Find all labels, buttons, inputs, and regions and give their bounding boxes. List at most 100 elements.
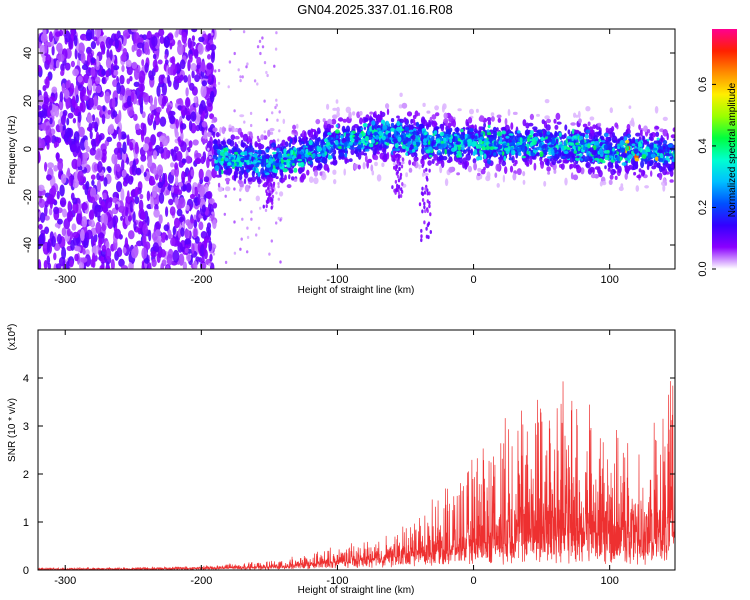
spectrogram-cell — [530, 152, 536, 157]
spectrogram-cell — [185, 155, 192, 164]
spectrogram-cell — [609, 131, 614, 138]
spectrogram-cell — [259, 206, 262, 210]
spectrogram-cell — [393, 158, 396, 163]
spectrogram-cell — [159, 35, 165, 44]
spectrogram-cell — [121, 159, 125, 172]
spectrogram-cell — [274, 47, 278, 51]
spectrogram-cell — [291, 176, 295, 181]
spectrogram-cell — [643, 125, 648, 133]
spectrogram-cell — [125, 89, 132, 97]
spectrogram-cell — [86, 126, 93, 132]
spectrogram-cell — [248, 152, 254, 155]
spectrogram-cell — [130, 91, 135, 103]
spectrogram-cell — [112, 110, 118, 118]
spectrogram-cell — [288, 142, 292, 148]
spectrogram-cell — [650, 153, 656, 158]
spectrogram-cell — [465, 153, 472, 161]
spectrogram-cell — [85, 229, 93, 240]
spectrogram-cell — [399, 175, 402, 180]
spectrogram-cell — [528, 122, 534, 127]
spectrogram-cell — [589, 147, 594, 153]
spectrogram-cell — [438, 154, 444, 161]
spectrogram-cell — [592, 124, 597, 129]
spectrogram-cell — [69, 83, 75, 95]
spectrogram-cell — [349, 134, 353, 139]
spectrogram-cell — [188, 140, 193, 149]
spectrogram-cell — [280, 158, 284, 164]
spectrogram-cell — [485, 175, 491, 182]
spectrogram-cell — [477, 148, 480, 152]
spectrogram-cell — [125, 206, 129, 218]
spectrogram-cell — [75, 94, 79, 104]
spectrogram-cell — [126, 134, 130, 146]
spectrogram-cell — [448, 145, 452, 148]
spectrogram-cell — [137, 42, 144, 49]
spectrogram-cell — [275, 221, 278, 225]
spectrogram-cell — [399, 92, 403, 98]
spectrogram-cell — [271, 188, 274, 193]
spectrogram-cell — [282, 157, 288, 161]
spectrogram-cell — [105, 240, 110, 251]
spectrogram-cell — [227, 85, 230, 89]
spectrogram-cell — [670, 165, 674, 168]
spectrogram-cell — [395, 187, 398, 192]
spectrogram-cell — [385, 139, 388, 143]
spectrogram-cell — [72, 197, 78, 205]
spectrogram-cell — [308, 131, 314, 138]
spectrogram-cell — [150, 196, 154, 209]
spectrogram-cell — [408, 129, 414, 133]
spectrogram-cell — [53, 252, 57, 261]
spectrogram-cell — [64, 30, 71, 43]
spectrogram-cell — [662, 116, 668, 121]
spectrogram-cell — [170, 237, 176, 247]
spectrogram-cell — [211, 211, 214, 215]
spectrogram-cell — [570, 172, 574, 180]
spectrogram-cell — [342, 118, 347, 123]
spectrogram-cell — [66, 117, 70, 126]
spectrogram-cell — [267, 129, 271, 137]
spectrogram-cell — [206, 191, 213, 200]
spectrogram-cell — [263, 135, 268, 140]
spectrogram-cell — [399, 118, 405, 124]
spectrogram-cell — [428, 191, 431, 196]
spectrogram-cell — [140, 154, 147, 162]
spectrogram-cell — [345, 133, 350, 137]
spectrogram-cell — [178, 216, 185, 223]
spectrogram-cell — [649, 136, 654, 142]
spectrogram-cell — [214, 165, 220, 172]
spectrogram-cell — [401, 128, 404, 132]
spectrogram-cell — [390, 118, 395, 123]
spectrogram-cell — [66, 210, 74, 222]
spectrogram-cell — [569, 157, 573, 163]
spectrogram-cell — [60, 70, 65, 77]
spectrogram-cell — [426, 191, 429, 196]
spectrogram-cell — [176, 208, 183, 217]
spectrogram-cell — [439, 165, 443, 174]
spectrogram-cell — [508, 157, 514, 161]
spectrogram-cell — [267, 183, 271, 188]
spectrogram-cell — [614, 122, 619, 128]
spectrogram-cell — [156, 252, 161, 264]
spectrogram-cell — [206, 62, 213, 70]
spectrogram-cell — [185, 87, 189, 97]
spectrogram-cell — [239, 247, 242, 251]
spectrogram-cell — [316, 127, 321, 135]
spectrogram-cell — [142, 143, 149, 152]
spectrogram-cell — [555, 155, 560, 160]
spectrogram-cell — [115, 163, 121, 173]
spectrogram-cell — [672, 158, 675, 163]
spectrogram-cell — [139, 193, 144, 200]
spectrogram-cell — [67, 200, 72, 211]
spectrogram-cell — [120, 188, 125, 202]
spectrogram-cell — [82, 95, 90, 101]
spectrogram-cell — [159, 249, 167, 258]
spectrogram-cell — [126, 95, 132, 107]
spectrogram-cell — [227, 162, 232, 166]
spectrogram-cell — [360, 138, 366, 143]
spectrogram-cell — [120, 216, 124, 221]
spectrogram-cell — [236, 157, 240, 162]
spectrogram-cell — [180, 227, 185, 237]
spectrogram-cell — [605, 136, 609, 142]
